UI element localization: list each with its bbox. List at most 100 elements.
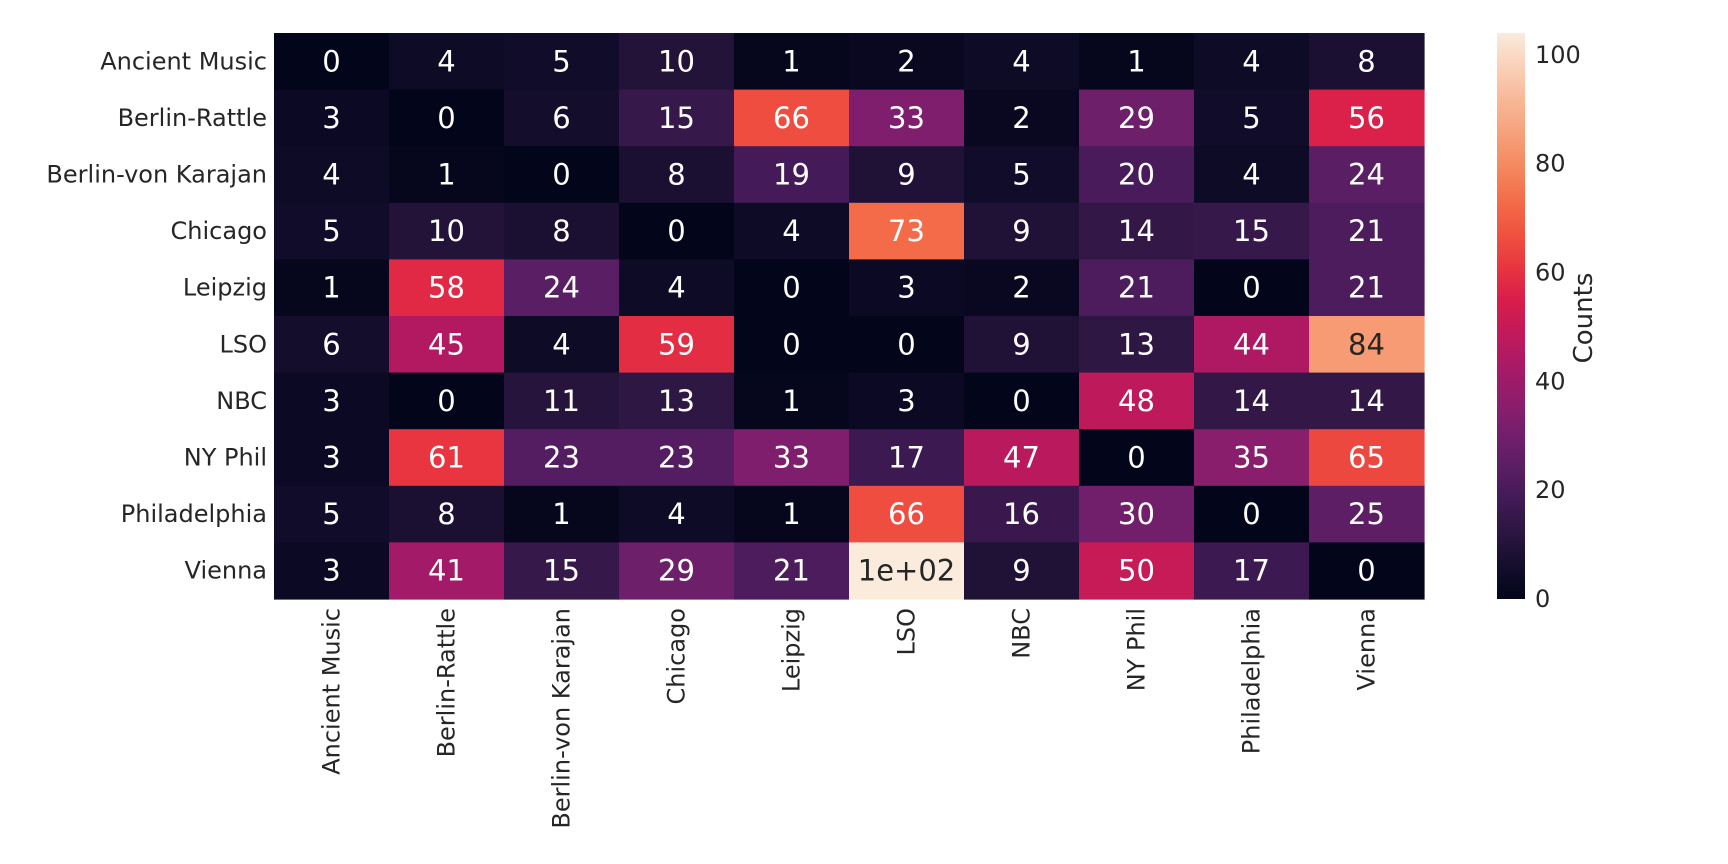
cell-annotation: 0: [897, 327, 915, 361]
cell-annotation: 19: [773, 158, 810, 192]
y-tick-label: Vienna: [185, 557, 267, 585]
heatmap-cell: [1309, 146, 1425, 204]
x-axis-tick-labels: Ancient Music Berlin-Rattle Berlin-von Kar…: [318, 608, 1381, 829]
y-axis-tick-labels: Ancient Music Berlin-Rattle Berlin-von Kar…: [46, 47, 267, 584]
heatmap-cell: [504, 259, 620, 317]
heatmap-cell: [389, 259, 505, 317]
heatmap-cell: [849, 259, 965, 317]
cell-annotation: 44: [1233, 327, 1270, 361]
heatmap-cell: [964, 33, 1080, 91]
heatmap-cell: [389, 542, 505, 600]
heatmap-cell: [389, 202, 505, 260]
heatmap-cell: [1194, 429, 1310, 487]
cell-annotation: 84: [1348, 327, 1385, 361]
heatmap-cell: [619, 146, 735, 204]
cell-annotation: 6: [322, 327, 340, 361]
y-tick-label: Berlin-von Karajan: [46, 161, 267, 189]
heatmap-cell: [1194, 146, 1310, 204]
cell-annotation: 5: [1012, 158, 1030, 192]
heatmap-cell: [964, 372, 1080, 430]
heatmap-cell: [504, 33, 620, 91]
heatmap-cell: [849, 146, 965, 204]
heatmap-cell: [619, 372, 735, 430]
x-tick-label: Berlin-Rattle: [433, 608, 461, 757]
cell-annotation: 6: [552, 101, 570, 135]
cell-annotation: 1: [1127, 44, 1145, 78]
y-tick-label: Leipzig: [183, 274, 267, 302]
heatmap-cell: [1309, 89, 1425, 147]
heatmap-cell: [274, 316, 390, 374]
cell-annotation: 9: [1012, 327, 1030, 361]
cell-annotation: 20: [1118, 158, 1155, 192]
y-tick-label: NY Phil: [184, 444, 267, 472]
heatmap-cell: [849, 316, 965, 374]
cell-annotation: 1: [782, 497, 800, 531]
cell-annotation: 0: [1242, 271, 1260, 305]
heatmap-cell: [964, 316, 1080, 374]
cell-annotation: 1: [437, 158, 455, 192]
heatmap-cell: [964, 542, 1080, 600]
heatmap-cell: [1079, 89, 1195, 147]
heatmap-cell: [849, 202, 965, 260]
heatmap-cell: [389, 316, 505, 374]
x-tick-label: NY Phil: [1123, 608, 1151, 691]
x-tick-label: LSO: [893, 608, 921, 656]
cell-annotation: 8: [667, 158, 685, 192]
heatmap-cell: [1079, 429, 1195, 487]
cell-annotation: 29: [1118, 101, 1155, 135]
cell-annotation: 11: [543, 384, 580, 418]
y-tick-label: NBC: [216, 387, 267, 415]
heatmap-cell: [504, 202, 620, 260]
cell-annotation: 21: [773, 554, 810, 588]
heatmap-cell: [964, 89, 1080, 147]
heatmap-cell: [734, 33, 850, 91]
heatmap-cell: [849, 485, 965, 543]
cell-annotation: 41: [428, 554, 465, 588]
cell-annotation: 58: [428, 271, 465, 305]
x-tick-label: Philadelphia: [1238, 608, 1266, 754]
cell-annotation: 24: [543, 271, 580, 305]
cell-annotation: 3: [897, 384, 915, 418]
cell-annotation: 21: [1118, 271, 1155, 305]
y-tick-label: Berlin-Rattle: [118, 104, 267, 132]
cell-annotation: 2: [897, 44, 915, 78]
heatmap-cell: [1309, 33, 1425, 91]
cell-annotation: 0: [1127, 441, 1145, 475]
cell-annotation: 23: [658, 441, 695, 475]
heatmap-cell: [619, 429, 735, 487]
heatmap-cell: [274, 429, 390, 487]
cell-annotation: 47: [1003, 441, 1040, 475]
heatmap-cell: [1309, 542, 1425, 600]
heatmap-cell: [734, 146, 850, 204]
cell-annotation: 4: [1242, 158, 1260, 192]
cell-annotation: 17: [888, 441, 925, 475]
cell-annotation: 8: [437, 497, 455, 531]
cell-annotation: 14: [1348, 384, 1385, 418]
cell-annotation: 0: [437, 101, 455, 135]
heatmap-cell: [1194, 316, 1310, 374]
heatmap-cell: [619, 316, 735, 374]
heatmap-cell: [504, 372, 620, 430]
heatmap-cell: [964, 429, 1080, 487]
heatmap-cell: [389, 429, 505, 487]
cell-annotation: 0: [1242, 497, 1260, 531]
cell-annotation: 3: [322, 101, 340, 135]
cell-annotation: 73: [888, 214, 925, 248]
heatmap-cell: [1194, 372, 1310, 430]
heatmap-cell: [1194, 542, 1310, 600]
cell-annotation: 3: [322, 554, 340, 588]
heatmap-cell: [1079, 259, 1195, 317]
heatmap-cell: [1194, 259, 1310, 317]
heatmap-cell: [964, 259, 1080, 317]
x-tick-label: Leipzig: [778, 608, 806, 692]
cell-annotation: 65: [1348, 441, 1385, 475]
heatmap-cell: [504, 316, 620, 374]
heatmap-cell: [1309, 372, 1425, 430]
cell-annotation: 15: [543, 554, 580, 588]
heatmap-cell: [619, 202, 735, 260]
cell-annotation: 3: [322, 384, 340, 418]
heatmap-cell: [619, 485, 735, 543]
cell-annotation: 13: [1118, 327, 1155, 361]
heatmap-cell: [619, 542, 735, 600]
